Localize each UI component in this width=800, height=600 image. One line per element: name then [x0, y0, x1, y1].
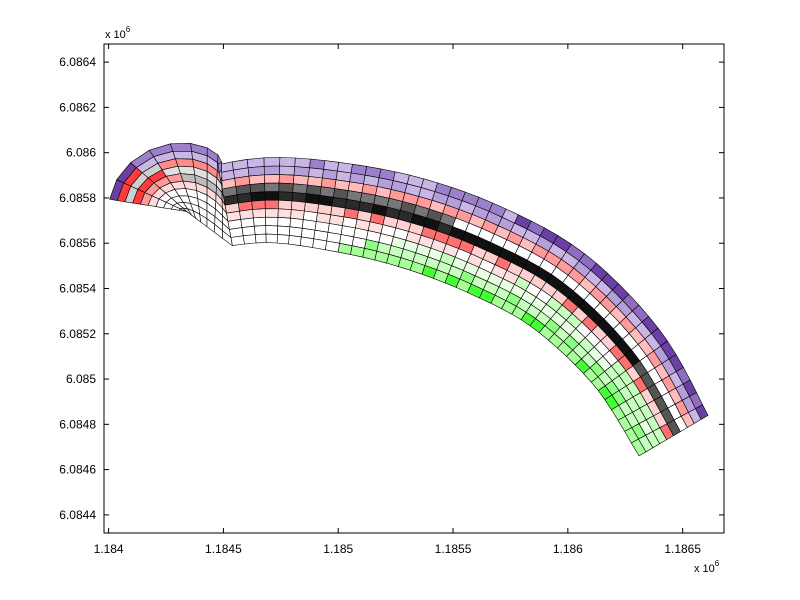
- axes-frame: [103, 43, 725, 534]
- axes: 1.184 1.1845 1.185 1.1855 1.186 1.1865 6.0844 6…: [59, 25, 725, 575]
- x-tick-label: 1.185: [323, 542, 353, 556]
- grid-cell: [253, 216, 267, 227]
- grid-cell: [277, 199, 293, 210]
- grid-cell: [169, 143, 192, 152]
- grid-cell: [264, 208, 279, 218]
- x-tick-label: 1.184: [94, 542, 124, 556]
- y-axis-multiplier: x 106: [105, 25, 131, 41]
- grid-cell: [292, 183, 308, 195]
- grid-cell: [264, 191, 280, 201]
- grid-cell: [264, 199, 279, 210]
- y-tick-label: 6.0862: [59, 100, 96, 114]
- grid-cell: [230, 235, 245, 246]
- grid-cell: [174, 158, 195, 168]
- grid-cell: [290, 209, 305, 220]
- grid-cell: [292, 174, 309, 186]
- x-axis-multiplier: x 106: [694, 559, 720, 575]
- grid-cell: [254, 233, 267, 244]
- y-tick-label: 6.0856: [59, 236, 96, 250]
- grid-cell: [277, 216, 291, 228]
- grid-cell: [299, 236, 315, 248]
- y-tick-label: 6.0864: [59, 55, 96, 69]
- grid-cell: [250, 191, 266, 202]
- y-tick-label: 6.085: [66, 372, 96, 386]
- grid-cell: [253, 225, 267, 235]
- grid-cell: [278, 174, 295, 185]
- grid-cell: [248, 174, 265, 185]
- y-tick-label: 6.0858: [59, 191, 96, 205]
- grid-cell: [279, 157, 296, 167]
- grid-cell: [630, 438, 647, 457]
- grid-cell: [277, 225, 291, 236]
- grid-cell: [291, 192, 307, 203]
- grid-cell: [278, 191, 294, 202]
- grid-cell: [222, 230, 233, 247]
- grid-cell: [263, 165, 280, 176]
- x-tick-label: 1.1865: [664, 542, 701, 556]
- y-tick-label: 6.0848: [59, 417, 96, 431]
- grid-cell: [252, 208, 266, 219]
- grid-cell: [264, 182, 280, 192]
- y-tick-label: 6.0852: [59, 327, 96, 341]
- grid-cell: [265, 225, 279, 235]
- grid-cell: [288, 235, 302, 246]
- grid-cell: [263, 157, 281, 167]
- grid-cell: [294, 157, 311, 169]
- grid-cell: [251, 199, 266, 210]
- y-tick-label: 6.0844: [59, 508, 96, 522]
- grid-cell: [247, 165, 265, 177]
- grid-cell: [264, 174, 280, 184]
- grid-cell: [312, 238, 328, 251]
- grid-cell: [278, 182, 294, 193]
- grid-cell: [277, 208, 292, 219]
- y-tick-label: 6.0846: [59, 463, 96, 477]
- x-tick-label: 1.186: [553, 542, 583, 556]
- grid-cell: [265, 216, 279, 227]
- grid-cell: [265, 233, 278, 244]
- grid-cell: [293, 166, 310, 177]
- grid-cell: [249, 182, 266, 194]
- grid-cell: [279, 165, 296, 176]
- grid-cell: [241, 225, 256, 237]
- x-tick-label: 1.1855: [435, 542, 472, 556]
- y-tick-label: 6.086: [66, 146, 96, 160]
- x-tick-label: 1.1845: [205, 542, 242, 556]
- grid-cell: [290, 200, 306, 212]
- grid-cell: [242, 234, 257, 245]
- grid-cell: [172, 151, 194, 160]
- grid-cells: [109, 142, 709, 457]
- y-tick-label: 6.0854: [59, 282, 96, 296]
- grid-cell: [325, 240, 340, 253]
- grid-cell: [276, 234, 290, 245]
